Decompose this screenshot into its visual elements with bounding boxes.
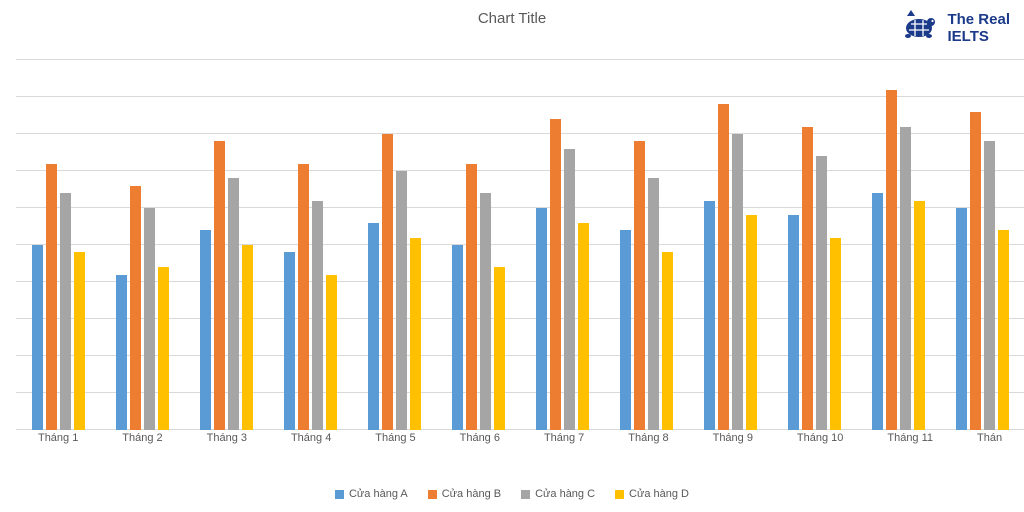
- bar-group: [520, 60, 604, 430]
- bar: [550, 119, 561, 430]
- legend-swatch: [335, 490, 344, 499]
- legend-item: Cửa hàng D: [615, 488, 689, 500]
- bar: [466, 164, 477, 430]
- x-axis-label: Tháng 7: [522, 432, 606, 444]
- bar: [298, 164, 309, 430]
- legend-label: Cửa hàng A: [349, 488, 408, 500]
- legend-swatch: [428, 490, 437, 499]
- bar: [970, 112, 981, 430]
- bar-group: [268, 60, 352, 430]
- bar: [718, 104, 729, 430]
- bar: [984, 141, 995, 430]
- bar-group: [688, 60, 772, 430]
- bar-group: [940, 60, 1024, 430]
- bar: [998, 230, 1009, 430]
- bar-group: [436, 60, 520, 430]
- x-axis-label: Tháng 9: [691, 432, 775, 444]
- x-axis-label: Tháng 3: [185, 432, 269, 444]
- brand-text: The Real IELTS: [947, 12, 1010, 45]
- bar: [746, 215, 757, 430]
- legend-swatch: [521, 490, 530, 499]
- bar-group: [772, 60, 856, 430]
- bar: [830, 238, 841, 430]
- brand-text-line2: IELTS: [947, 29, 1010, 46]
- x-axis-label: Tháng 4: [269, 432, 353, 444]
- bar: [900, 127, 911, 430]
- x-axis-label: Tháng 1: [16, 432, 100, 444]
- chart-container: Chart Title The Real IELTS: [0, 0, 1024, 512]
- bar: [326, 275, 337, 430]
- bar: [452, 245, 463, 430]
- legend-label: Cửa hàng D: [629, 488, 689, 500]
- bar: [242, 245, 253, 430]
- bar: [536, 208, 547, 430]
- bar: [214, 141, 225, 430]
- bar: [410, 238, 421, 430]
- bar: [564, 149, 575, 430]
- legend-item: Cửa hàng B: [428, 488, 501, 500]
- x-axis-label: Tháng 10: [775, 432, 865, 444]
- bar-group: [100, 60, 184, 430]
- x-axis-label: Tháng 5: [353, 432, 437, 444]
- bar: [228, 178, 239, 430]
- bar: [130, 186, 141, 430]
- legend-item: Cửa hàng A: [335, 488, 408, 500]
- x-axis-label: Tháng 6: [438, 432, 522, 444]
- brand-text-line1: The Real: [947, 12, 1010, 29]
- bar: [704, 201, 715, 430]
- bar-group: [184, 60, 268, 430]
- bar: [648, 178, 659, 430]
- brand-logo: The Real IELTS: [899, 6, 1010, 51]
- bar: [886, 90, 897, 430]
- x-axis-label: Tháng 8: [606, 432, 690, 444]
- bar: [32, 245, 43, 430]
- bar: [60, 193, 71, 430]
- bar: [620, 230, 631, 430]
- chart-title: Chart Title: [0, 10, 1024, 27]
- bar: [144, 208, 155, 430]
- legend-label: Cửa hàng B: [442, 488, 501, 500]
- bar: [872, 193, 883, 430]
- bar: [480, 193, 491, 430]
- bar: [382, 134, 393, 430]
- legend-swatch: [615, 490, 624, 499]
- bar: [634, 141, 645, 430]
- legend-label: Cửa hàng C: [535, 488, 595, 500]
- x-axis-labels: Tháng 1Tháng 2Tháng 3Tháng 4Tháng 5Tháng…: [16, 432, 1024, 444]
- bar-group: [856, 60, 940, 430]
- legend: Cửa hàng A Cửa hàng B Cửa hàng C Cửa hàng D: [0, 488, 1024, 500]
- x-axis-label: Thán: [955, 432, 1024, 444]
- x-axis-label: Tháng 2: [100, 432, 184, 444]
- bar: [816, 156, 827, 430]
- bar-group: [352, 60, 436, 430]
- legend-item: Cửa hàng C: [521, 488, 595, 500]
- bar: [494, 267, 505, 430]
- bar: [802, 127, 813, 430]
- plot-area: [16, 60, 1024, 430]
- bar-group: [16, 60, 100, 430]
- bar: [284, 252, 295, 430]
- bar: [46, 164, 57, 430]
- bar: [914, 201, 925, 430]
- bar: [396, 171, 407, 430]
- bar: [368, 223, 379, 430]
- bar: [662, 252, 673, 430]
- bar-group: [604, 60, 688, 430]
- bar: [158, 267, 169, 430]
- turtle-icon: [899, 6, 939, 51]
- bar: [732, 134, 743, 430]
- bar-groups: [16, 60, 1024, 430]
- bar: [116, 275, 127, 430]
- bar: [956, 208, 967, 430]
- bar: [200, 230, 211, 430]
- x-axis-label: Tháng 11: [865, 432, 955, 444]
- bar: [788, 215, 799, 430]
- bar: [578, 223, 589, 430]
- bar: [74, 252, 85, 430]
- bar: [312, 201, 323, 430]
